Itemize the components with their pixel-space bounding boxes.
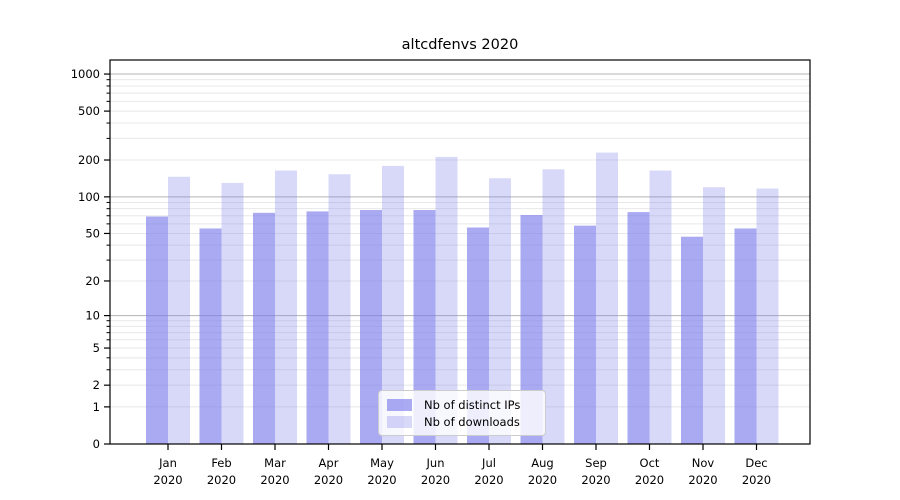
x-tick-label-year: 2020 [742,473,771,487]
chart-title: altcdfenvs 2020 [401,37,519,53]
legend-item-downloads: Nb of downloads [387,415,537,429]
bar-sep-downloads [596,152,618,444]
bar-jan-distinct-ips [146,216,168,444]
bar-mar-distinct-ips [253,212,275,444]
x-tick-label-year: 2020 [421,473,450,487]
bar-feb-distinct-ips [199,228,222,444]
bar-nov-downloads [703,187,725,444]
plot-border [109,59,811,445]
x-tick-label: May [370,456,394,470]
x-tick-label-year: 2020 [260,473,289,487]
legend-swatch-downloads [387,415,412,428]
x-tick-label: Dec [745,456,767,470]
x-tick-label-year: 2020 [474,473,503,487]
y-tick-label: 0 [93,437,100,451]
bar-may-distinct-ips [360,210,382,444]
x-tick-label-year: 2020 [528,473,557,487]
y-tick-label: 500 [78,104,100,118]
y-tick-label: 200 [78,153,100,167]
legend-label-distinct-ips: Nb of distinct IPs [424,397,521,412]
x-tick-label-year: 2020 [688,473,717,487]
y-tick-label: 1 [93,400,100,414]
bar-oct-distinct-ips [627,212,650,444]
bar-mar-downloads [275,170,297,444]
bar-nov-distinct-ips [681,236,703,444]
y-tick-label: 100 [78,190,100,204]
bar-jul-downloads [489,178,511,444]
bar-jan-downloads [168,176,190,444]
x-tick-label: Jun [426,456,445,470]
x-tick-label: Mar [264,456,286,470]
x-tick-label: Jul [481,456,496,470]
legend-label-downloads: Nb of downloads [424,414,520,429]
x-tick-label-year: 2020 [367,473,396,487]
y-tick-label: 20 [85,274,100,288]
x-tick-label: Oct [640,456,660,470]
bar-dec-distinct-ips [734,228,757,444]
bar-jul-distinct-ips [467,227,489,444]
bar-sep-distinct-ips [574,225,596,444]
bar-jun-downloads [435,156,458,444]
legend-swatch-distinct-ips [387,398,412,411]
bar-feb-downloads [221,182,244,445]
x-tick-label-year: 2020 [207,473,236,487]
x-tick-label-year: 2020 [581,473,610,487]
x-tick-label-year: 2020 [314,473,343,487]
legend: Nb of distinct IPs Nb of downloads [378,390,546,436]
bar-aug-distinct-ips [520,214,543,444]
legend-item-distinct-ips: Nb of distinct IPs [387,398,537,412]
bar-oct-downloads [649,170,672,444]
y-tick-label: 5 [93,341,100,355]
x-tick-label-year: 2020 [153,473,182,487]
bar-may-downloads [382,165,404,444]
bar-jun-distinct-ips [413,210,436,444]
x-tick-label: Nov [692,456,715,470]
x-tick-label: Feb [211,456,231,470]
y-tick-label: 50 [85,226,100,240]
bar-apr-distinct-ips [306,211,329,444]
x-tick-label-year: 2020 [635,473,664,487]
y-tick-label: 10 [85,309,100,323]
y-tick-label: 1000 [71,67,100,81]
bar-aug-downloads [542,169,565,444]
y-tick-label: 2 [93,378,100,392]
x-tick-label: Sep [585,456,607,470]
bar-dec-downloads [756,188,779,444]
x-tick-label: Jan [158,456,177,470]
bar-apr-downloads [328,174,351,445]
x-tick-label: Apr [319,456,339,470]
x-tick-label: Aug [531,456,553,470]
